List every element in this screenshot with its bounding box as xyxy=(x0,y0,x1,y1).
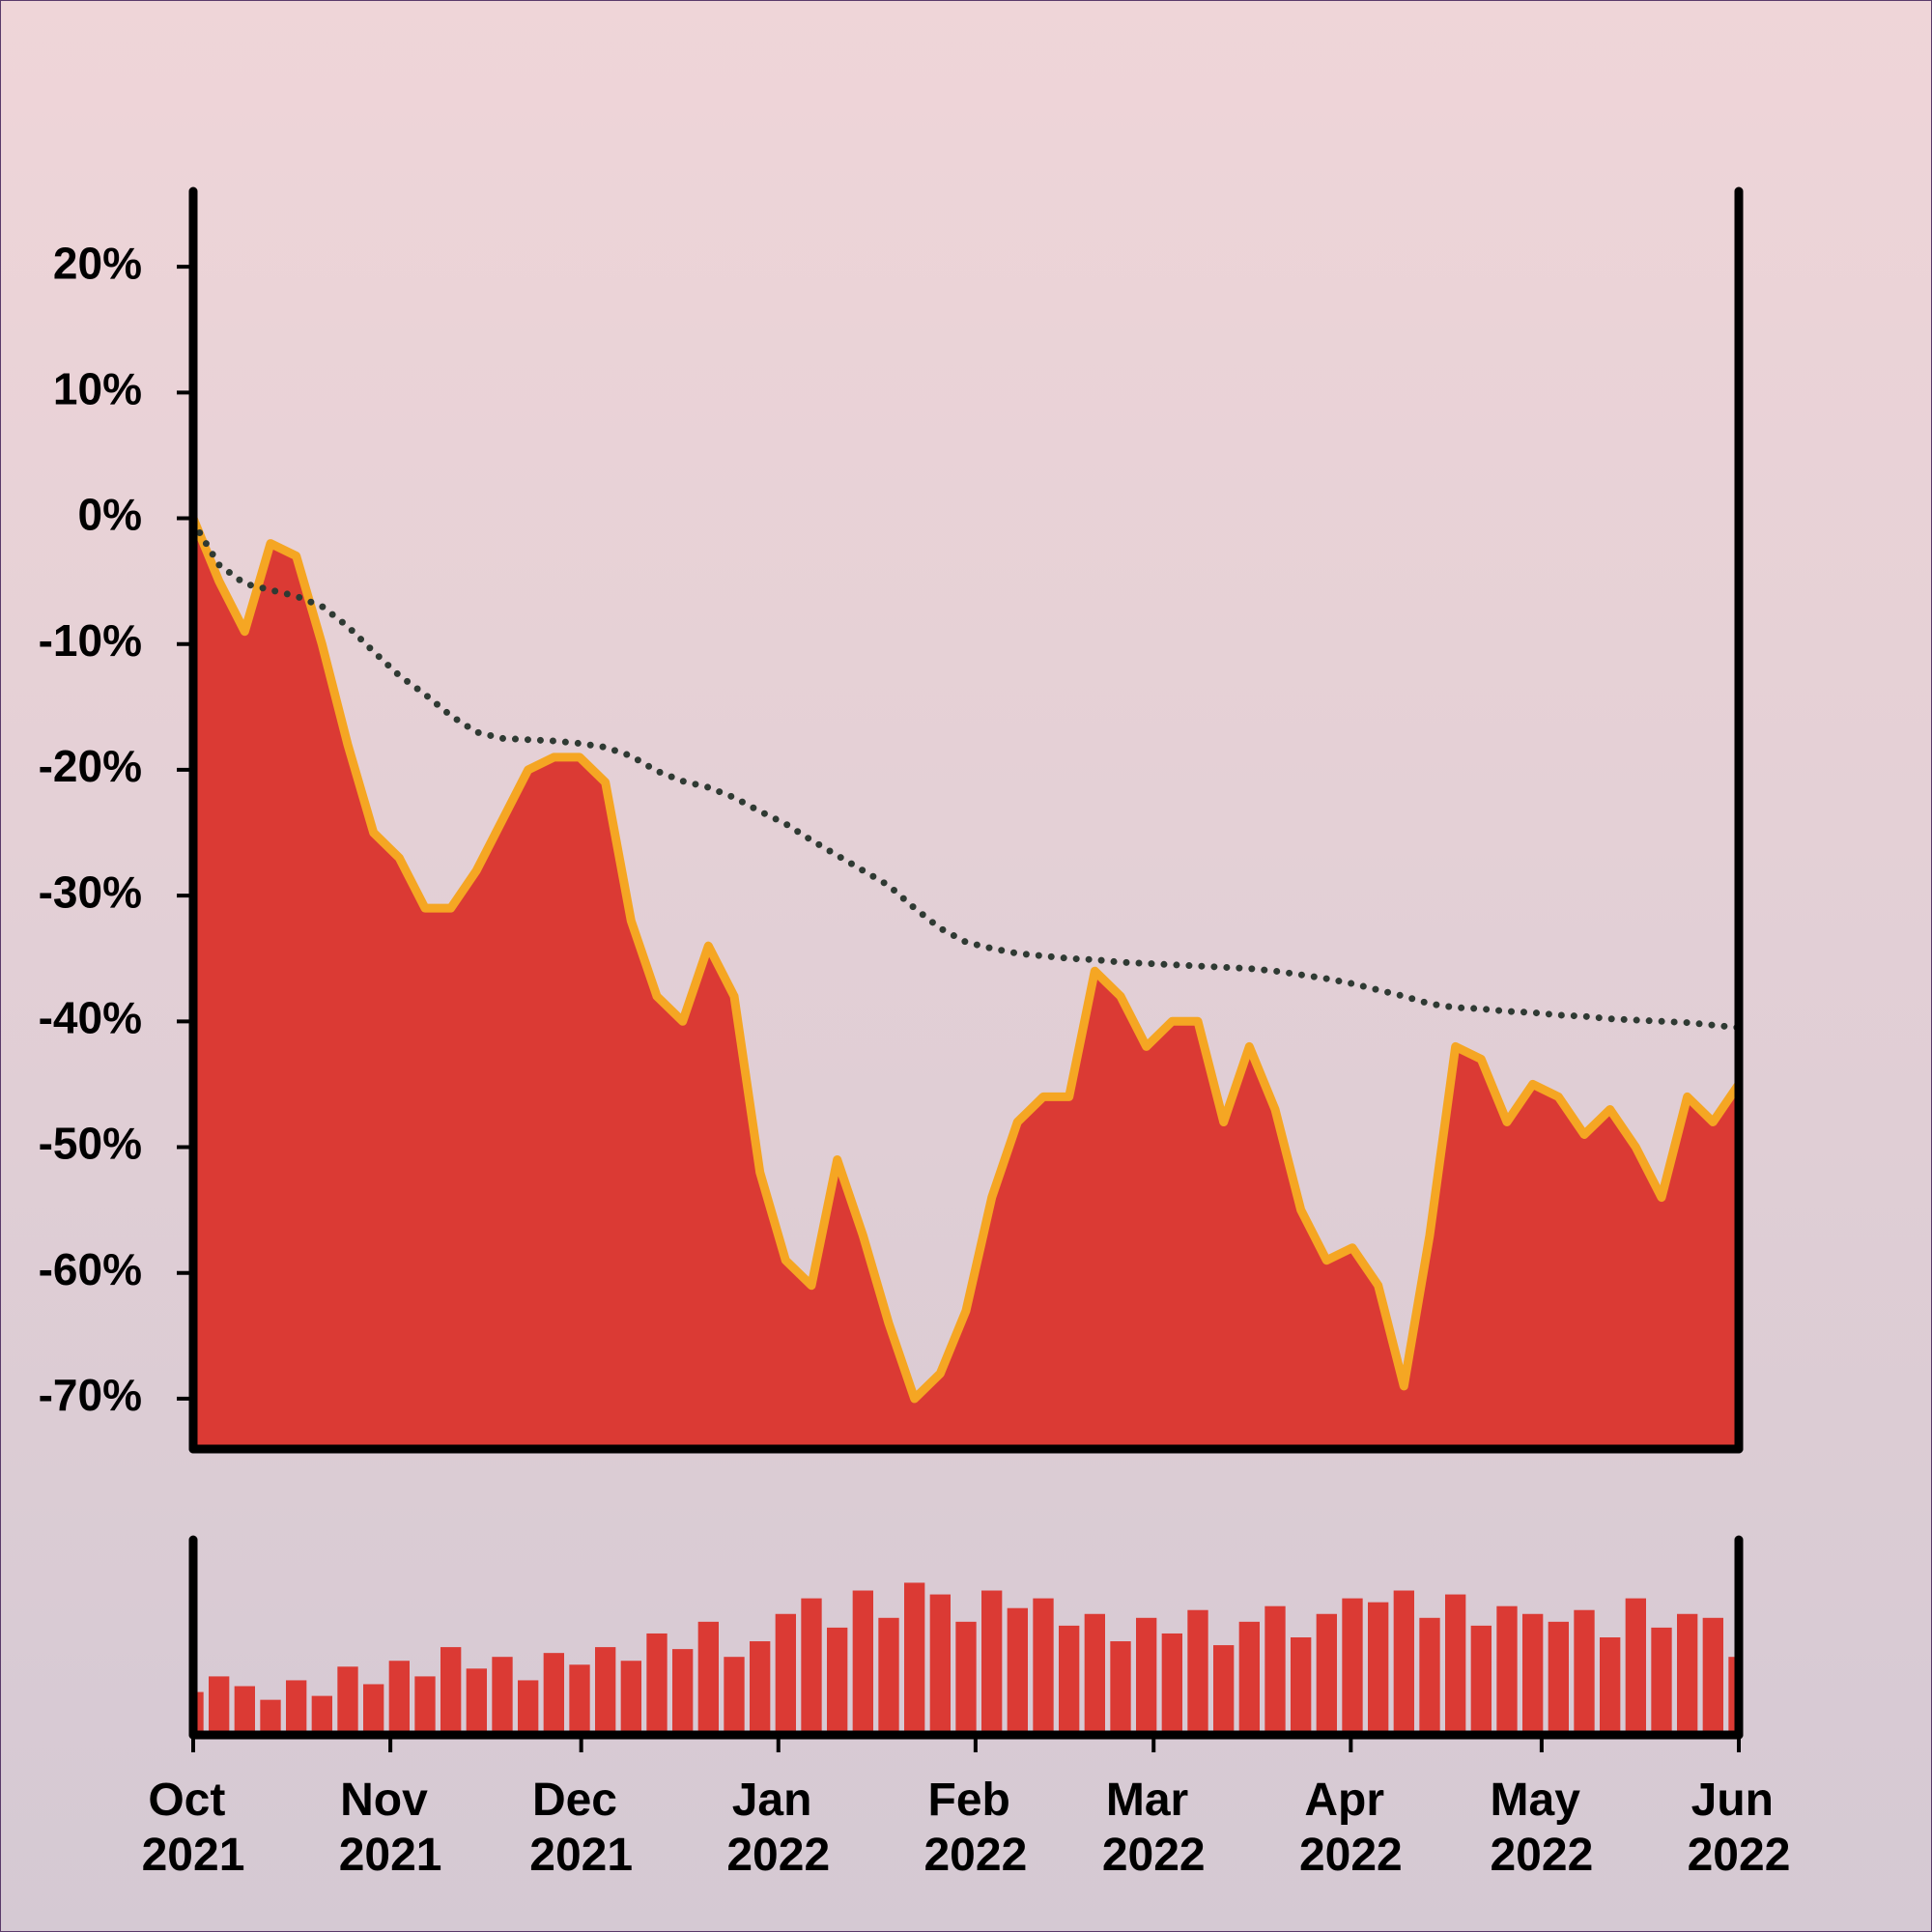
volume-bar xyxy=(1316,1613,1337,1735)
volume-bar xyxy=(234,1686,255,1735)
volume-bar xyxy=(827,1627,848,1735)
price-area xyxy=(193,518,1739,1449)
volume-bar xyxy=(1342,1598,1363,1735)
y-tick-label: 0% xyxy=(78,490,142,540)
x-tick-label: Nov 2021 xyxy=(339,1775,442,1881)
volume-bar xyxy=(1393,1590,1414,1735)
x-tick-label: Feb 2022 xyxy=(923,1775,1027,1881)
price-line xyxy=(188,516,1743,1404)
volume-bar xyxy=(311,1695,332,1735)
volume-bar xyxy=(595,1647,616,1735)
volume-bar xyxy=(775,1613,796,1735)
volume-bar xyxy=(1059,1625,1080,1735)
volume-bar xyxy=(1496,1605,1518,1735)
y-tick-label: -10% xyxy=(39,615,142,666)
volume-bar xyxy=(440,1647,462,1735)
volume-bar xyxy=(1470,1625,1492,1735)
volume-bar xyxy=(1238,1621,1260,1735)
axes: 20% 10% 0% -10% -20% -30% -40% -50% -60% -70% Oct … xyxy=(39,186,1791,1881)
x-tick-label: Jan 2022 xyxy=(726,1775,830,1881)
volume-bar xyxy=(1728,1657,1739,1735)
plot-marks xyxy=(188,516,1743,1735)
volume-bar xyxy=(672,1649,694,1735)
volume-bar xyxy=(492,1657,513,1735)
volume-bar xyxy=(1600,1637,1621,1735)
volume-bar xyxy=(543,1653,564,1735)
x-tick-label: Apr 2022 xyxy=(1299,1775,1403,1881)
y-tick-label: -50% xyxy=(39,1119,142,1169)
volume-bar xyxy=(1110,1641,1131,1735)
volume-bar xyxy=(1084,1613,1105,1735)
volume-bar xyxy=(852,1590,873,1735)
volume-bar xyxy=(1291,1637,1312,1735)
volume-bar xyxy=(1187,1609,1208,1735)
y-tick-label: -60% xyxy=(39,1244,142,1294)
volume-bar xyxy=(697,1621,719,1735)
volume-bar xyxy=(981,1590,1003,1735)
volume-bar xyxy=(1419,1617,1440,1735)
y-tick-label: 20% xyxy=(53,238,142,288)
volume-bar xyxy=(193,1691,204,1735)
volume-bar xyxy=(1702,1617,1723,1735)
volume-bar xyxy=(1161,1633,1182,1735)
volume-bar xyxy=(1574,1609,1595,1735)
volume-bar xyxy=(518,1680,539,1735)
volume-bar xyxy=(646,1633,668,1735)
volume-bar xyxy=(1677,1613,1698,1735)
volume-bar xyxy=(929,1594,951,1735)
y-tick-label: -70% xyxy=(39,1370,142,1420)
volume-bar xyxy=(1548,1621,1569,1735)
volume-bar xyxy=(1625,1598,1646,1735)
volume-bar xyxy=(1651,1627,1672,1735)
volume-bar xyxy=(388,1661,410,1735)
x-tick-label: Mar 2022 xyxy=(1102,1775,1206,1881)
y-tick-label: 10% xyxy=(53,363,142,413)
volume-bar xyxy=(724,1657,745,1735)
volume-bar xyxy=(260,1699,281,1735)
volume-bar xyxy=(955,1621,977,1735)
volume-bar xyxy=(209,1676,230,1735)
volume-bar xyxy=(1445,1594,1466,1735)
y-tick-label: -40% xyxy=(39,992,142,1042)
volume-bar xyxy=(414,1676,436,1735)
moving-average-line xyxy=(189,518,1743,1032)
volume-bar xyxy=(801,1598,822,1735)
volume-bar xyxy=(620,1661,641,1735)
y-tick-label: -30% xyxy=(39,867,142,917)
volume-bar xyxy=(1033,1598,1054,1735)
volume-bar xyxy=(750,1641,771,1735)
x-tick-label: Dec 2021 xyxy=(529,1775,633,1881)
volume-bar xyxy=(1213,1645,1235,1735)
volume-bar xyxy=(878,1617,899,1735)
volume-bar xyxy=(1264,1605,1286,1735)
volume-bar xyxy=(1136,1617,1157,1735)
volume-bar xyxy=(363,1684,384,1735)
volume-bar xyxy=(1007,1607,1028,1735)
volume-bar xyxy=(286,1680,307,1735)
volume-bar xyxy=(1522,1613,1544,1735)
volume-bar xyxy=(1368,1602,1389,1735)
volume-bar xyxy=(569,1664,590,1735)
y-tick-label: -20% xyxy=(39,741,142,791)
volume-bar xyxy=(337,1666,358,1735)
x-tick-label: Oct 2021 xyxy=(142,1775,245,1881)
volume-bar xyxy=(466,1668,487,1735)
x-tick-label: May 2022 xyxy=(1490,1775,1593,1881)
volume-bar xyxy=(904,1582,925,1735)
x-tick-label: Jun 2022 xyxy=(1688,1775,1791,1881)
